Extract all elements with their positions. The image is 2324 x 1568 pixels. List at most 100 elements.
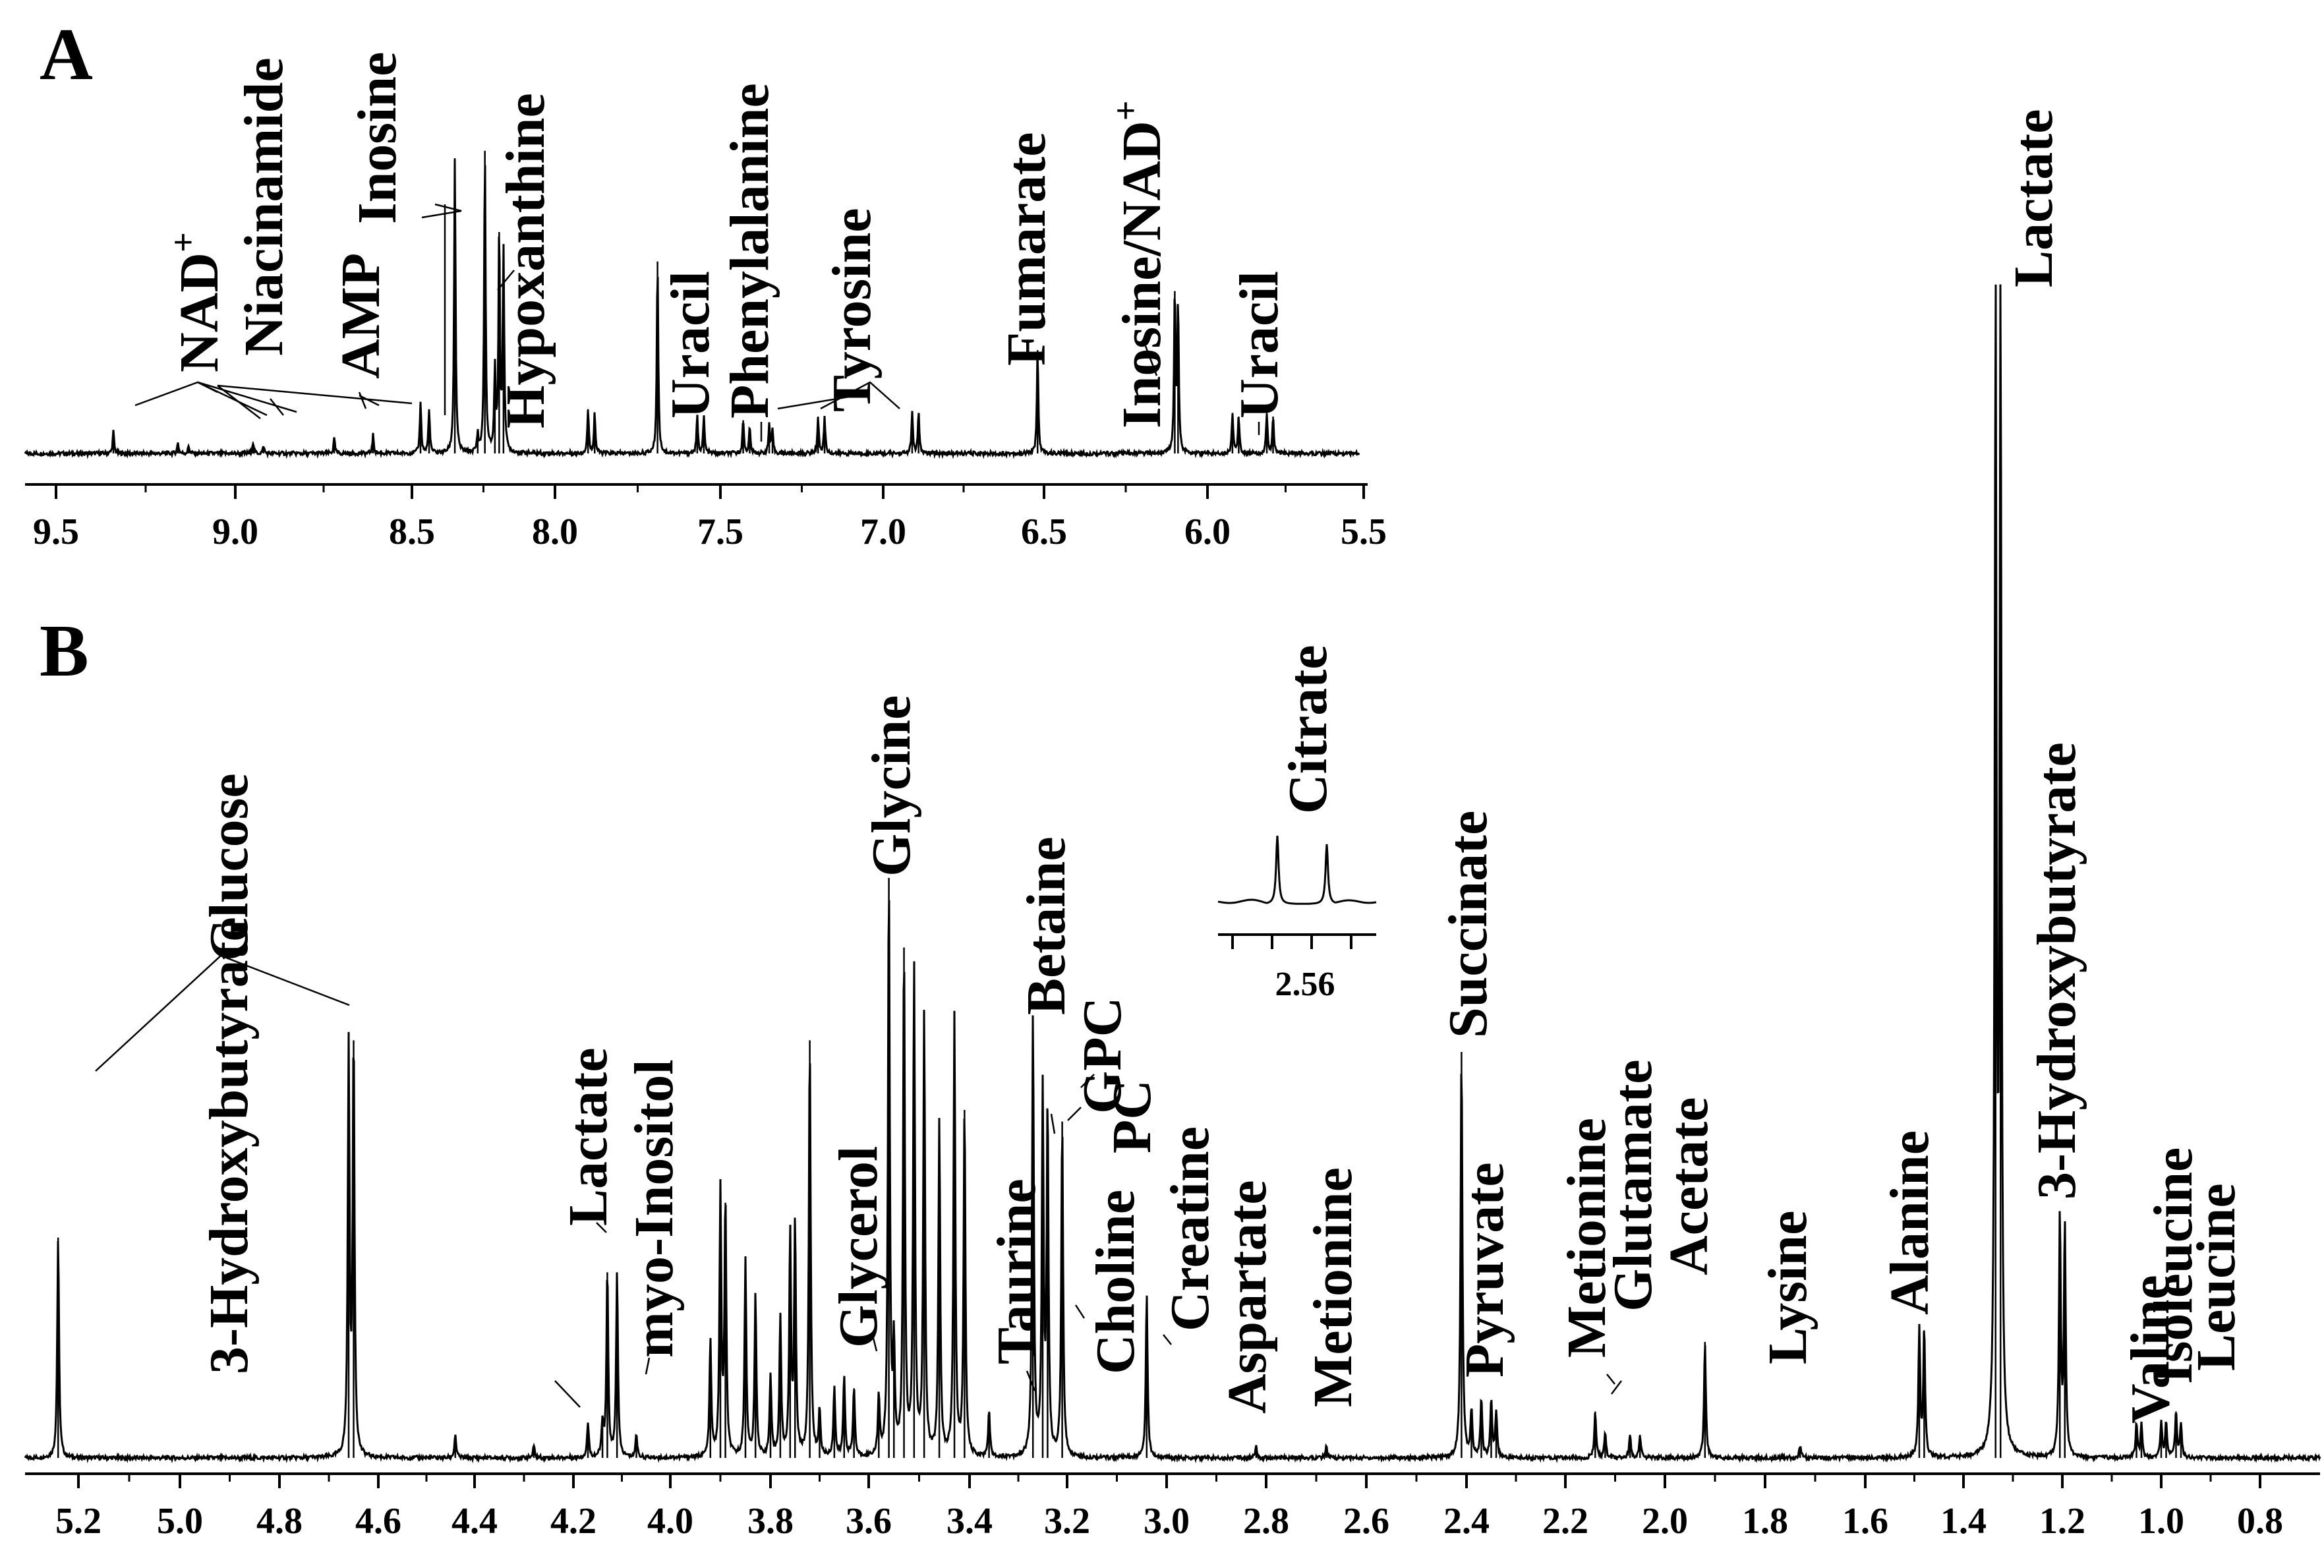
a-leader-1 (197, 381, 297, 413)
b-annotation-17: Glutamate (1602, 1059, 1664, 1312)
b-annotation-2: Lactate (558, 1047, 619, 1226)
b-tick-label-22: 0.8 (2237, 1501, 2283, 1542)
b-leader-0 (95, 954, 350, 1072)
a-annotation-9: Inosine/NAD+ (1106, 100, 1173, 428)
b-tick-label-1: 5.0 (157, 1501, 203, 1542)
b-annotation-1: 3-Hydroxybutyrate (198, 917, 260, 1374)
b-tick-label-6: 4.0 (647, 1501, 693, 1542)
b-tick-label-15: 2.2 (1542, 1501, 1588, 1542)
b-leader-3 (645, 1357, 651, 1375)
a-tick-label-2: 8.5 (389, 511, 435, 552)
spectrum-line-a (24, 159, 1360, 459)
panel-a: 9.5 9.0 8.5 8.0 7.5 7.0 6.5 6.0 5.5 NAD+ Niacinam… (24, 52, 1387, 552)
inset-spectrum-line (1217, 835, 1377, 905)
b-leader-9 (1074, 1304, 1086, 1319)
b-tick-label-18: 1.6 (1842, 1501, 1888, 1542)
b-tick-label-5: 4.2 (550, 1501, 596, 1542)
b-annotation-9: PC (1101, 1080, 1163, 1153)
a-leader-15 (777, 394, 857, 410)
b-tick-label-14: 2.4 (1443, 1501, 1490, 1542)
b-annotation-14: Succinate (1438, 811, 1499, 1038)
b-tick-label-16: 2.0 (1642, 1501, 1688, 1542)
a-annotation-2: AMP (330, 253, 392, 379)
b-annotation-0: Glucose (198, 773, 260, 961)
b-annotation-10: Choline (1085, 1190, 1146, 1374)
b-annotation-13: Metionine (1302, 1167, 1364, 1407)
b-leader-12 (1611, 1380, 1622, 1395)
a-leader-5 (270, 398, 284, 416)
b-tick-label-7: 3.8 (747, 1501, 794, 1542)
b-annotation-23: Valine (2120, 1275, 2181, 1424)
annotations-a: NAD+ Niacinamide AMP Inosine Hypoxanthine Ura… (163, 52, 1290, 428)
b-leader-4 (872, 1337, 878, 1352)
a-tick-label-8: 5.5 (1341, 511, 1387, 552)
inset-citrate-label: Citrate (1277, 645, 1339, 814)
a-tick-label-1: 9.0 (212, 511, 258, 552)
inset-tick-label: 2.56 (1275, 966, 1335, 1003)
b-tick-label-2: 4.8 (256, 1501, 303, 1542)
panel-b: 5.2 5.0 4.8 4.6 4.4 4.2 4.0 3.8 3.6 3.4 3.2 3.0 2.8 2… (24, 109, 2321, 1542)
leader-lines-a (134, 203, 1260, 442)
b-leader-8 (1080, 1074, 1095, 1088)
b-tick-label-3: 4.6 (355, 1501, 401, 1542)
b-tick-label-0: 5.2 (55, 1501, 102, 1542)
a-leader-3 (217, 385, 261, 419)
a-annotation-3: Inosine (347, 52, 408, 224)
b-annotation-7: Betaine (1016, 836, 1077, 1015)
a-leader-13 (1144, 345, 1158, 376)
b-tick-label-12: 2.8 (1243, 1501, 1289, 1542)
b-tick-label-4: 4.4 (451, 1501, 498, 1542)
spectrum-line-b (24, 284, 2321, 1464)
b-annotation-20: Alanine (1879, 1130, 1940, 1315)
a-leader-7 (359, 394, 380, 407)
b-annotation-6: Taurine (986, 1178, 1047, 1364)
a-leader-2 (197, 381, 268, 417)
x-ticks-b: 5.2 5.0 4.8 4.6 4.4 4.2 4.0 3.8 3.6 3.4 3.2 3.0 2.8 2… (55, 1474, 2283, 1542)
a-tick-label-7: 6.0 (1184, 511, 1231, 552)
b-annotation-21: Lactate (2003, 109, 2064, 287)
a-leader-10 (497, 270, 515, 291)
peak-marks-a (112, 150, 1274, 453)
a-tick-label-4: 7.5 (697, 511, 743, 552)
b-tick-label-8: 3.6 (846, 1501, 892, 1542)
b-annotation-16: Metionine (1556, 1118, 1617, 1358)
a-annotation-10: Uracil (1229, 271, 1290, 419)
a-annotation-7: Tyrosine (821, 208, 883, 412)
b-annotation-19: Lysine (1757, 1211, 1818, 1364)
panel-label-b: B (40, 610, 89, 692)
b-annotation-25: Leucine (2186, 1183, 2247, 1371)
b-leader-2 (596, 1222, 607, 1233)
b-tick-label-10: 3.2 (1044, 1501, 1090, 1542)
a-tick-label-5: 7.0 (860, 511, 906, 552)
peak-marks-b (57, 309, 2182, 1458)
b-annotation-12: Aspartate (1217, 1180, 1278, 1414)
b-annotation-11: Creatine (1159, 1126, 1221, 1331)
a-annotation-8: Fumarate (996, 132, 1057, 366)
b-annotation-22: 3-Hydroxybutyrate (2026, 742, 2087, 1200)
a-tick-label-0: 9.5 (33, 511, 79, 552)
a-tick-label-3: 8.0 (532, 511, 578, 552)
b-annotation-8: GPC (1072, 997, 1133, 1114)
leader-lines-b (95, 954, 1622, 1408)
b-leader-7 (1067, 1107, 1082, 1121)
b-tick-label-13: 2.6 (1343, 1501, 1389, 1542)
b-annotation-24: Isoleucine (2143, 1147, 2204, 1384)
a-annotation-4: Hypoxanthine (495, 93, 556, 428)
b-tick-label-9: 3.4 (946, 1501, 993, 1542)
a-leader-6 (358, 392, 367, 409)
b-leader-5 (1026, 1370, 1036, 1391)
b-tick-label-11: 3.0 (1144, 1501, 1190, 1542)
a-tick-label-6: 6.5 (1021, 511, 1067, 552)
b-leader-6 (1050, 1113, 1056, 1134)
a-leader-8 (421, 203, 462, 219)
x-ticks-a: 9.5 9.0 8.5 8.0 7.5 7.0 6.5 6.0 5.5 (33, 484, 1387, 552)
b-tick-label-21: 1.0 (2138, 1501, 2184, 1542)
b-leader-10 (1163, 1334, 1172, 1345)
b-annotation-5: Glycine (861, 695, 922, 877)
a-leader-12 (820, 381, 900, 410)
a-annotation-1: Niacinamide (233, 57, 295, 356)
b-tick-label-17: 1.8 (1742, 1501, 1788, 1542)
a-annotation-6: Phenylalanine (719, 83, 780, 419)
